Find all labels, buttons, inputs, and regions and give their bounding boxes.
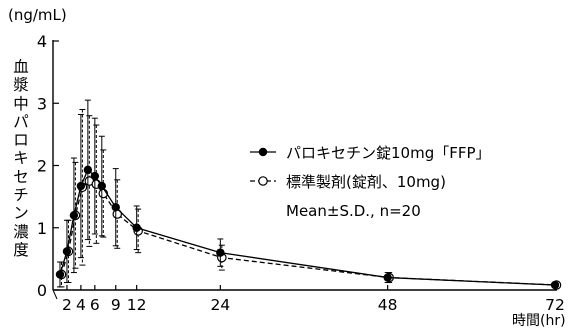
legend-label: 標準製剤(錠剤、10mg) xyxy=(286,173,446,191)
series-group xyxy=(55,99,562,290)
y-axis-label-char: 濃 xyxy=(13,222,29,241)
y-axis-label: 血漿中パロキセチン濃度 xyxy=(10,58,32,259)
legend-label: パロキセチン錠10mg「FFP」 xyxy=(286,144,491,162)
data-point xyxy=(97,181,107,191)
data-point xyxy=(76,181,86,191)
x-tick-label: 72 xyxy=(545,296,565,314)
y-axis-label-char: 中 xyxy=(13,94,29,113)
series-line xyxy=(59,168,556,286)
x-tick-label: 12 xyxy=(127,296,147,314)
y-axis-label-char: パ xyxy=(13,112,29,131)
data-point xyxy=(62,247,72,256)
y-axis-unit: (ng/mL) xyxy=(8,6,67,24)
legend: パロキセチン錠10mg「FFP」標準製剤(錠剤、10mg) Mean±S.D., … xyxy=(250,144,491,220)
legend-marker xyxy=(258,176,268,186)
data-point xyxy=(550,280,560,290)
data-point xyxy=(69,211,79,220)
x-tick-label: 9 xyxy=(111,296,121,314)
series-1 xyxy=(56,108,562,290)
legend-marker xyxy=(258,147,268,157)
x-tick-label: 6 xyxy=(90,296,100,314)
x-axis-unit: 時間(hr) xyxy=(512,313,566,329)
y-axis-label-char: ロ xyxy=(13,131,29,150)
x-tick-label: 2 xyxy=(62,296,72,314)
x-tick-label: 24 xyxy=(210,296,230,314)
y-axis-label-char: チ xyxy=(13,186,29,205)
data-point xyxy=(132,223,141,232)
y-tick-label: 3 xyxy=(37,94,47,113)
y-axis-label-char: ン xyxy=(13,204,29,223)
data-point xyxy=(55,270,65,279)
data-point xyxy=(383,273,392,282)
axis-break-mark xyxy=(52,289,58,300)
data-point xyxy=(216,248,225,257)
y-axis-label-char: セ xyxy=(13,167,29,186)
x-tick-label: 48 xyxy=(378,296,398,314)
y-tick-label: 0 xyxy=(37,281,47,300)
y-axis-label-char: 血 xyxy=(13,58,29,76)
data-point xyxy=(90,171,100,181)
data-point xyxy=(111,203,120,212)
data-point xyxy=(83,165,93,175)
y-tick-label: 4 xyxy=(37,32,47,51)
y-axis-label-char: 度 xyxy=(13,240,29,259)
y-axis-label-char: 漿 xyxy=(13,76,29,95)
x-tick-label: 4 xyxy=(76,296,86,314)
y-tick-label: 2 xyxy=(37,157,47,176)
series-0 xyxy=(55,99,560,290)
annotation-text: Mean±S.D., n=20 xyxy=(286,202,421,220)
y-axis-label-char: キ xyxy=(13,149,29,168)
y-tick-label: 1 xyxy=(37,219,47,238)
